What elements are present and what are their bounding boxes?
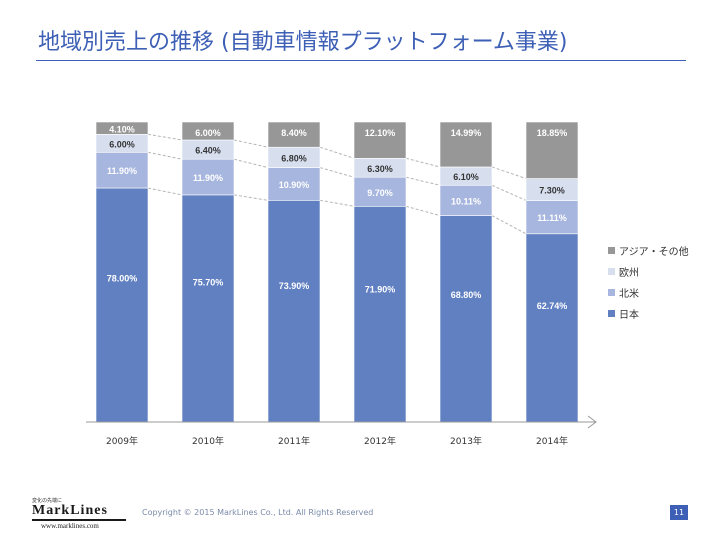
chart-legend: アジア・その他 欧州 北米 日本 <box>608 240 689 324</box>
bar-segment-japan <box>439 215 493 423</box>
data-label-north-america: 9.70% <box>367 188 393 198</box>
data-label-north-america: 11.11% <box>537 213 567 223</box>
data-label-europe: 7.30% <box>539 186 565 196</box>
data-label-japan: 71.90% <box>365 285 396 295</box>
data-label-north-america: 11.90% <box>193 173 223 183</box>
data-label-asia-other: 14.99% <box>451 128 482 138</box>
legend-item-north-america: 北米 <box>608 282 689 303</box>
connector-line <box>405 176 441 186</box>
logo-wordmark: MarkLines <box>32 503 108 518</box>
bar-segment-asia-other <box>525 121 579 179</box>
bar-segment-north-america <box>525 200 579 235</box>
bar-segment-asia-other <box>181 121 235 141</box>
connector-line <box>405 157 441 168</box>
x-tick-label: 2012年 <box>364 435 396 447</box>
bar-segment-asia-other <box>439 121 493 168</box>
data-label-japan: 62.74% <box>537 301 568 311</box>
bar-segment-asia-other <box>353 121 407 159</box>
x-tick-label: 2011年 <box>278 435 310 447</box>
data-label-north-america: 10.90% <box>279 180 310 190</box>
data-label-japan: 78.00% <box>107 274 138 284</box>
copyright-text: Copyright © 2015 MarkLines Co., Ltd. All… <box>142 508 374 517</box>
bar-segment-north-america <box>353 176 407 207</box>
data-label-asia-other: 4.10% <box>109 124 135 134</box>
connector-line <box>233 194 269 201</box>
data-label-asia-other: 12.10% <box>365 128 396 138</box>
connector-line <box>319 146 355 159</box>
legend-label-asia-other: アジア・その他 <box>619 247 689 258</box>
legend-swatch-europe <box>608 268 615 275</box>
connector-line <box>233 139 269 148</box>
title-divider <box>36 60 686 61</box>
data-label-europe: 6.80% <box>281 153 307 163</box>
bar-segment-asia-other <box>267 121 321 148</box>
bar-segment-japan <box>95 187 149 423</box>
connector-line <box>319 199 355 207</box>
data-label-europe: 6.00% <box>109 139 135 149</box>
data-label-north-america: 11.90% <box>107 166 137 176</box>
logo-underline <box>32 519 126 521</box>
data-label-japan: 68.80% <box>451 290 482 300</box>
x-tick-label: 2014年 <box>536 435 568 447</box>
data-label-north-america: 10.11% <box>451 196 481 206</box>
bar-segment-japan <box>267 200 321 423</box>
bar-segment-asia-other <box>95 121 149 135</box>
logo-url: www.marklines.com <box>41 522 99 530</box>
x-axis-arrow <box>587 415 597 429</box>
legend-item-europe: 欧州 <box>608 261 689 282</box>
connector-line <box>491 184 527 201</box>
bar-segment-japan <box>353 206 407 423</box>
logo-tagline: 変化の先端に <box>32 498 63 504</box>
data-label-japan: 73.90% <box>279 281 310 291</box>
x-tick-label: 2013年 <box>450 435 482 447</box>
legend-swatch-north-america <box>608 289 615 296</box>
page-title: 地域別売上の推移 (自動車情報プラットフォーム事業) <box>38 30 568 55</box>
connector-line <box>319 167 355 178</box>
legend-swatch-asia-other <box>608 247 615 254</box>
x-tick-label: 2009年 <box>106 435 138 447</box>
data-label-europe: 6.40% <box>195 146 221 156</box>
legend-item-asia-other: アジア・その他 <box>608 240 689 261</box>
connector-line <box>405 205 441 217</box>
data-label-europe: 6.30% <box>367 164 393 174</box>
legend-item-japan: 日本 <box>608 303 689 324</box>
bar-segment-japan <box>525 233 579 423</box>
legend-swatch-japan <box>608 310 615 317</box>
data-label-asia-other: 6.00% <box>195 128 221 138</box>
bar-segment-north-america <box>181 158 235 196</box>
connector-line <box>147 133 183 141</box>
connector-line <box>147 187 183 196</box>
connector-line <box>147 151 183 160</box>
connector-line <box>491 215 527 235</box>
bar-segment-japan <box>181 194 235 423</box>
data-label-asia-other: 8.40% <box>281 128 307 138</box>
data-label-europe: 6.10% <box>453 172 479 182</box>
bar-segment-north-america <box>439 184 493 216</box>
connector-line <box>233 158 269 169</box>
data-label-asia-other: 18.85% <box>537 128 568 138</box>
data-label-japan: 75.70% <box>193 278 224 288</box>
legend-label-japan: 日本 <box>619 310 639 321</box>
page-number: 11 <box>670 505 688 520</box>
legend-label-europe: 欧州 <box>619 268 639 279</box>
x-tick-label: 2010年 <box>192 435 224 447</box>
bar-segment-north-america <box>267 167 321 201</box>
legend-label-north-america: 北米 <box>619 289 639 300</box>
marklines-logo: 変化の先端に MarkLines www.marklines.com <box>32 498 126 530</box>
connector-line <box>491 166 527 180</box>
